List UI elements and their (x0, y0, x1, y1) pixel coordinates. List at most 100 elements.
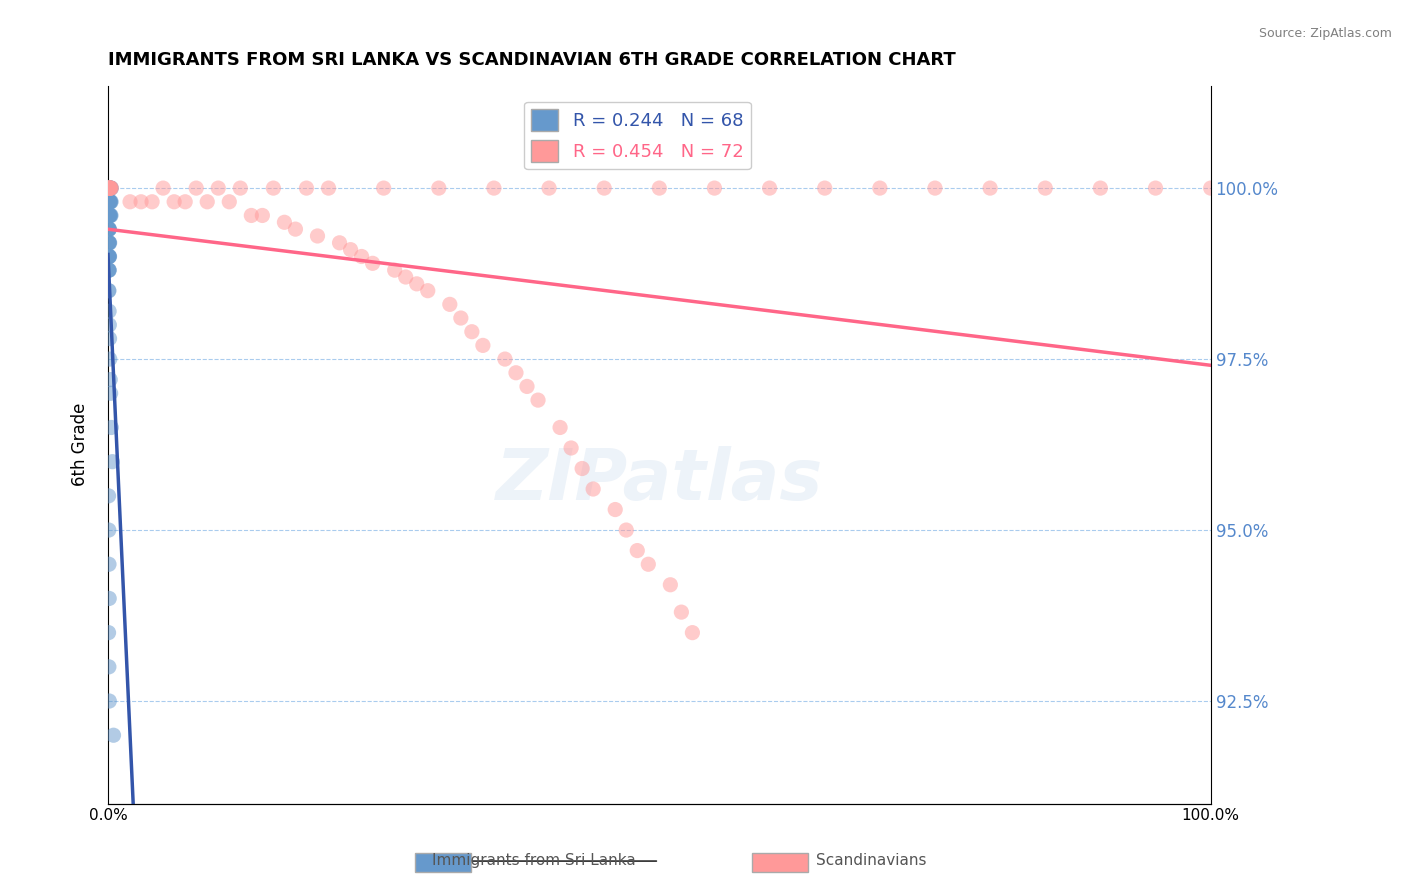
Point (163, 194, 186, 209)
Point (416, 284, 439, 298)
Point (98, 332, 121, 346)
Point (100, 181, 122, 195)
Point (97, 250, 120, 264)
Point (98, 194, 121, 209)
Point (100, 386, 122, 401)
Point (98, 318, 121, 332)
Point (100, 209, 122, 223)
Point (98, 250, 121, 264)
Point (758, 181, 780, 195)
Point (98, 181, 121, 195)
Point (98, 222, 121, 236)
Text: Source: ZipAtlas.com: Source: ZipAtlas.com (1258, 27, 1392, 40)
Point (98, 209, 121, 223)
Point (98, 181, 121, 195)
Point (538, 181, 561, 195)
Point (637, 558, 659, 572)
Point (527, 393, 550, 408)
Point (405, 277, 427, 291)
Point (98, 373, 121, 387)
Point (100, 181, 122, 195)
Point (103, 728, 125, 742)
Point (98, 263, 121, 277)
Point (97, 250, 120, 264)
Point (98, 304, 121, 318)
Point (1144, 181, 1167, 195)
Point (284, 222, 307, 236)
Point (100, 181, 122, 195)
Point (97, 284, 120, 298)
Point (605, 502, 627, 516)
Point (100, 209, 122, 223)
Point (98, 235, 121, 250)
Point (482, 181, 505, 195)
Point (97, 263, 120, 277)
Point (98, 694, 121, 708)
Point (100, 181, 122, 195)
Point (98, 181, 121, 195)
Point (98, 235, 121, 250)
Point (671, 605, 693, 619)
Point (450, 311, 472, 326)
Point (98, 352, 121, 367)
Point (1033, 181, 1056, 195)
Point (97, 222, 120, 236)
Point (1199, 181, 1222, 195)
Point (814, 181, 837, 195)
Point (98, 181, 121, 195)
Point (361, 256, 384, 270)
Point (97, 209, 120, 223)
Point (582, 482, 605, 496)
Point (101, 455, 124, 469)
Point (97, 209, 120, 223)
Point (869, 181, 891, 195)
Point (97, 209, 120, 223)
Point (98, 591, 121, 606)
Point (98, 181, 121, 195)
Point (318, 181, 340, 195)
Point (659, 578, 682, 592)
Text: IMMIGRANTS FROM SRI LANKA VS SCANDINAVIAN 6TH GRADE CORRELATION CHART: IMMIGRANTS FROM SRI LANKA VS SCANDINAVIA… (108, 51, 956, 69)
Point (97, 181, 120, 195)
Text: Immigrants from Sri Lanka: Immigrants from Sri Lanka (433, 854, 636, 868)
Point (548, 420, 571, 434)
Point (97, 489, 120, 503)
Point (100, 181, 122, 195)
Point (100, 194, 122, 209)
Point (98, 250, 121, 264)
Point (516, 379, 538, 393)
Point (98, 235, 121, 250)
Point (98, 209, 121, 223)
Point (97, 222, 120, 236)
Text: ZIPatlas: ZIPatlas (496, 446, 823, 515)
Point (98, 209, 121, 223)
Point (614, 523, 637, 537)
Point (924, 181, 946, 195)
Point (681, 625, 703, 640)
Point (1090, 181, 1112, 195)
Point (97, 181, 120, 195)
Point (100, 420, 122, 434)
Point (97, 194, 120, 209)
Point (98, 181, 121, 195)
Point (439, 297, 461, 311)
Point (97, 263, 120, 277)
Point (229, 181, 252, 195)
Point (979, 181, 1001, 195)
Point (97, 235, 120, 250)
Point (295, 181, 318, 195)
Point (98, 181, 121, 195)
Point (98, 250, 121, 264)
Point (98, 263, 121, 277)
Point (626, 543, 648, 558)
Point (100, 181, 122, 195)
Point (571, 461, 593, 475)
Point (373, 181, 395, 195)
Point (97, 284, 120, 298)
Point (98, 194, 121, 209)
Point (97, 194, 120, 209)
Point (97, 181, 120, 195)
Point (129, 194, 152, 209)
Point (98, 194, 121, 209)
Point (648, 181, 671, 195)
